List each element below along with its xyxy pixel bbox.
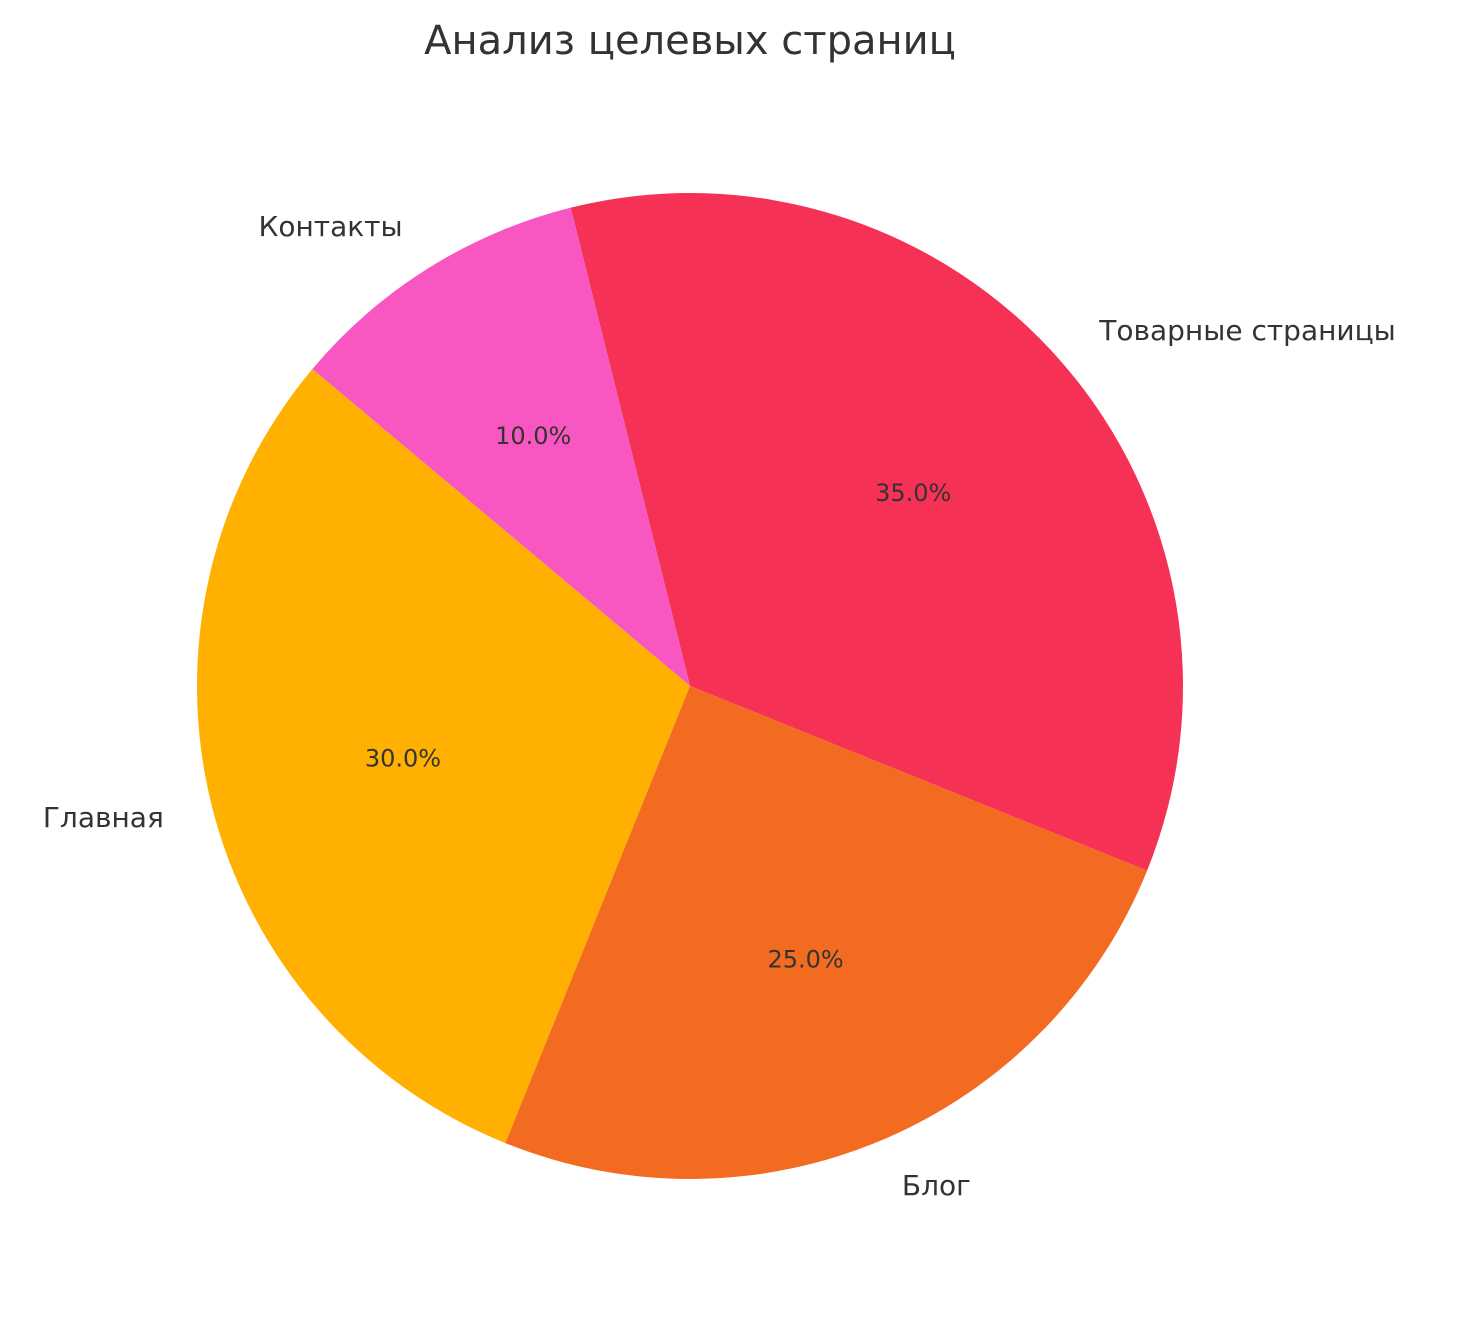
slice-label: Контакты: [258, 210, 402, 243]
slice-label: Главная: [43, 801, 164, 834]
pie-slice: [570, 192, 1183, 871]
pie-slice: [505, 686, 1148, 1180]
pie-slice: [196, 369, 691, 1144]
slice-percent-label: 30.0%: [365, 745, 441, 773]
slice-percent-label: 10.0%: [495, 422, 571, 450]
pie-slice: [312, 207, 690, 686]
chart-title: Анализ целевых страниц: [424, 18, 956, 64]
slice-percent-label: 35.0%: [875, 479, 951, 507]
slice-label: Блог: [902, 1169, 971, 1202]
slice-label: Товарные страницы: [1098, 314, 1396, 347]
slice-percent-label: 25.0%: [767, 945, 843, 973]
